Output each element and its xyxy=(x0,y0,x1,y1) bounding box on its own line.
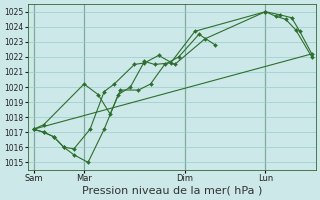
X-axis label: Pression niveau de la mer( hPa ): Pression niveau de la mer( hPa ) xyxy=(82,186,262,196)
